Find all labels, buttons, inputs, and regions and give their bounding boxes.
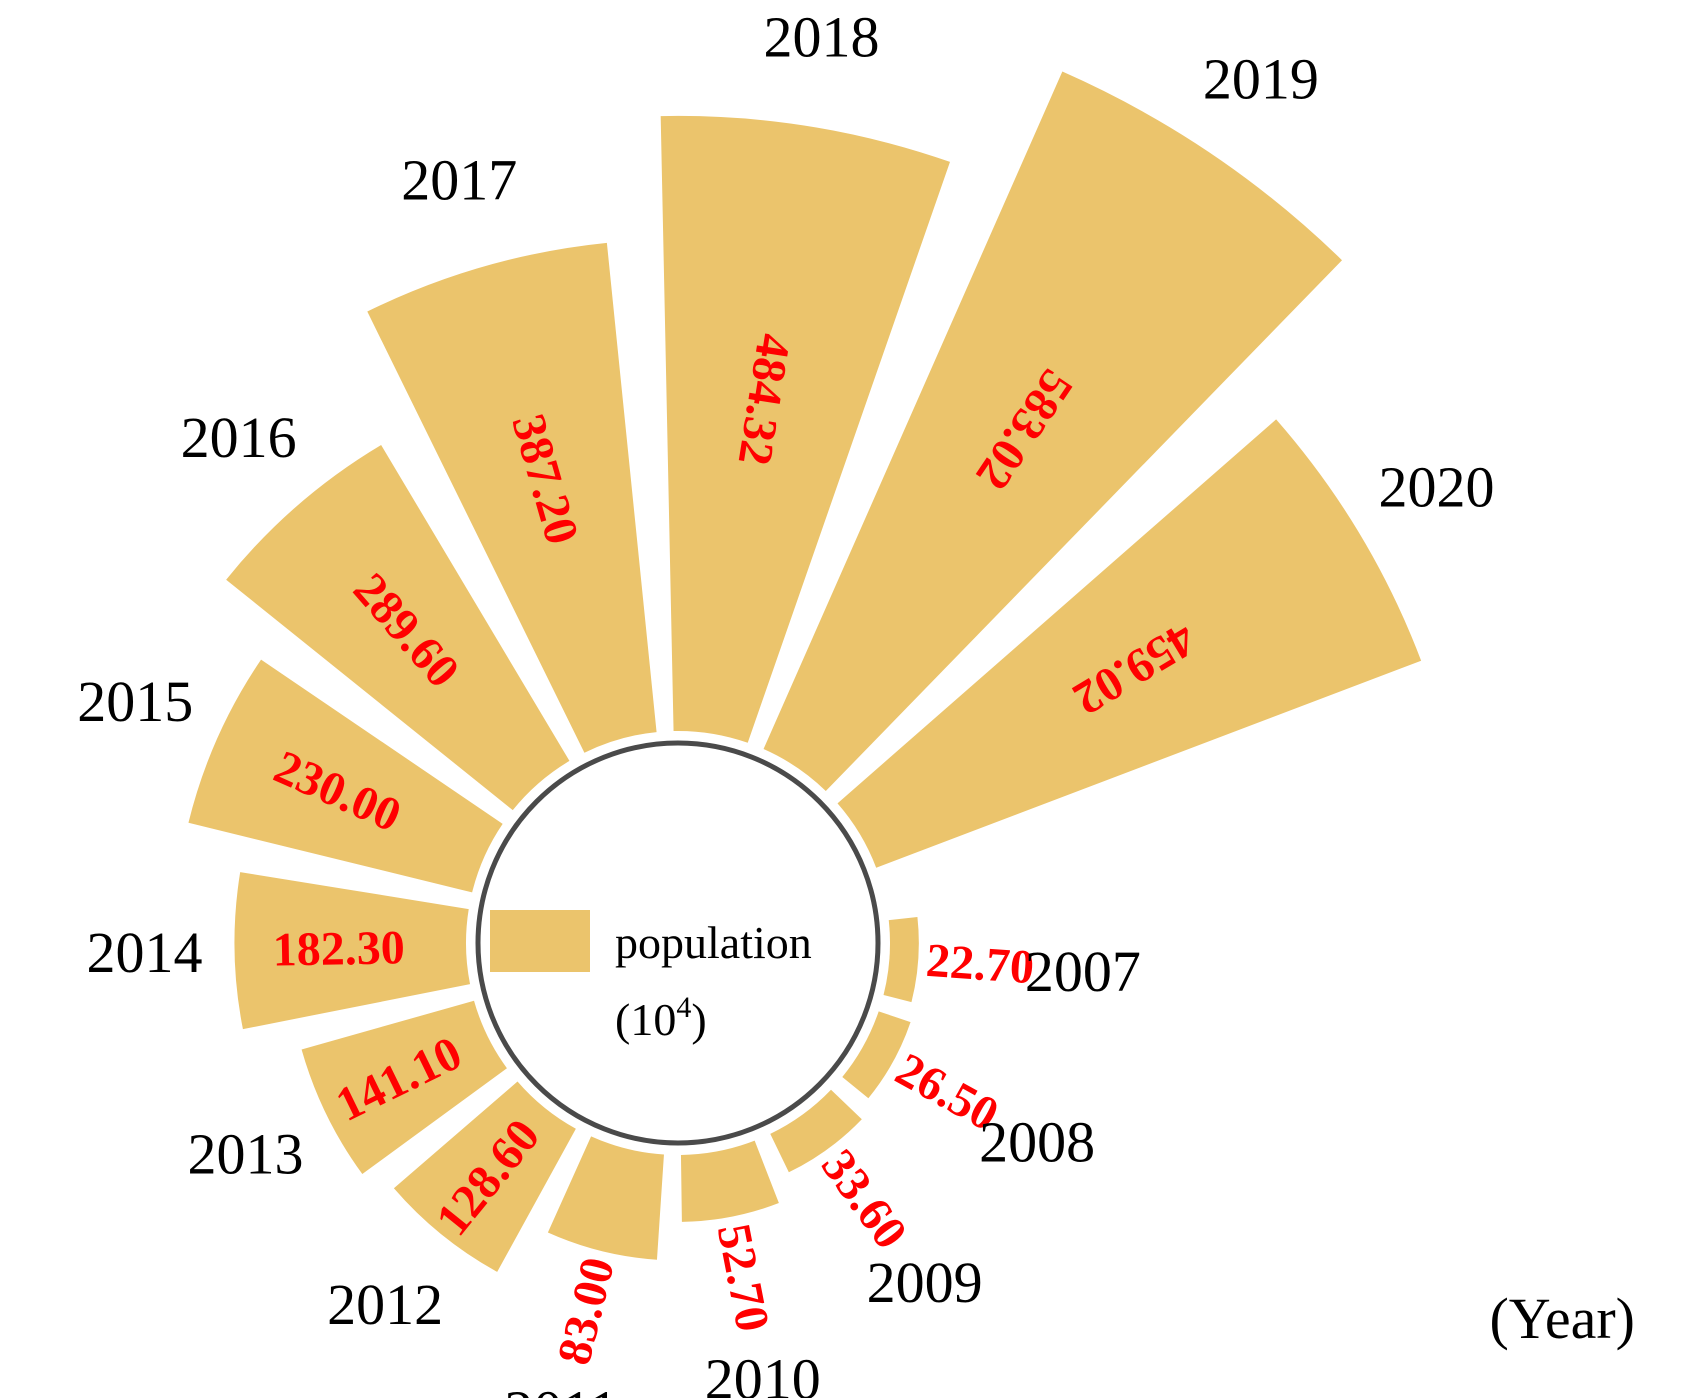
bars-group: [188, 71, 1422, 1272]
year-label-2014: 2014: [87, 920, 203, 985]
year-label-2015: 2015: [77, 669, 193, 734]
bar-2013: [301, 1000, 507, 1175]
year-label-2018: 2018: [763, 5, 879, 70]
bar-2011: [547, 1136, 664, 1260]
year-label-2016: 2016: [181, 405, 297, 470]
bar-2008: [842, 1011, 911, 1099]
bar-2014: [234, 872, 471, 1030]
bar-2020: [837, 419, 1422, 868]
bar-2019: [763, 71, 1343, 792]
value-label-2009: 33.60: [811, 1140, 917, 1259]
bar-2010: [680, 1140, 779, 1222]
bar-2016: [226, 444, 570, 811]
bar-2009: [770, 1089, 862, 1173]
year-label-2008: 2008: [979, 1110, 1095, 1175]
bar-2017: [367, 242, 657, 753]
bar-2012: [393, 1081, 576, 1272]
legend-swatch: [490, 910, 590, 972]
center-ring: [475, 740, 881, 1146]
year-label-2019: 2019: [1203, 46, 1319, 111]
year-label-2013: 2013: [188, 1121, 304, 1186]
value-label-2014: 182.30: [272, 921, 405, 976]
axis-label-year: (Year): [1489, 1286, 1635, 1351]
legend-label: population: [615, 917, 812, 968]
year-label-2010: 2010: [705, 1346, 821, 1398]
bar-2018: [660, 115, 951, 743]
bar-2007: [883, 916, 919, 1003]
bar-2015: [188, 659, 503, 893]
value-label-2010: 52.70: [707, 1220, 780, 1336]
legend-unit: (104): [615, 991, 707, 1045]
year-label-2009: 2009: [867, 1250, 983, 1315]
year-label-2011: 2011: [504, 1379, 618, 1398]
year-label-2012: 2012: [327, 1272, 443, 1337]
value-label-2007: 22.70: [924, 934, 1035, 994]
year-label-2020: 2020: [1379, 455, 1495, 520]
year-label-2017: 2017: [401, 148, 517, 213]
value-label-2011: 83.00: [547, 1252, 625, 1370]
year-label-2007: 2007: [1025, 939, 1141, 1004]
